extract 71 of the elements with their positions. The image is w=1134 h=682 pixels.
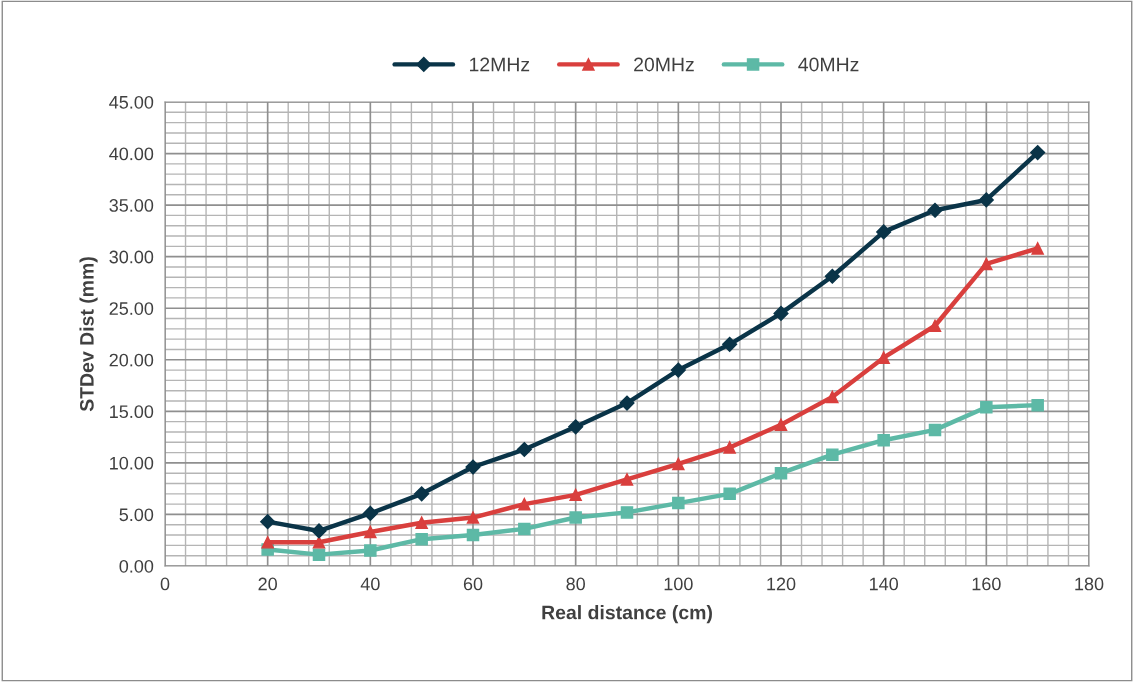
point	[773, 305, 789, 321]
point	[569, 488, 582, 502]
point	[824, 268, 840, 284]
y-tick-label: 20.00	[109, 353, 154, 367]
x-tick-label: 0	[160, 577, 170, 591]
point	[928, 319, 942, 333]
y-tick-label: 30.00	[109, 250, 154, 264]
point	[620, 473, 634, 486]
point	[312, 548, 326, 561]
y-tick-label: 5.00	[119, 508, 154, 522]
point	[465, 459, 481, 475]
y-tick-label: 40.00	[109, 147, 154, 161]
point	[362, 505, 378, 521]
y-axis-title: STDev Dist (mm)	[79, 257, 98, 412]
x-tick-label: 140	[869, 577, 899, 591]
legend-label: 20MHz	[634, 57, 694, 72]
x-tick-label: 40	[360, 577, 380, 591]
y-tick-label: 35.00	[109, 199, 154, 212]
point	[826, 448, 839, 461]
point	[826, 390, 839, 404]
x-tick-label: 120	[767, 577, 796, 591]
point	[980, 257, 993, 271]
x-tick-label: 100	[664, 577, 693, 591]
point	[415, 532, 428, 546]
point	[774, 418, 788, 431]
point	[364, 525, 377, 539]
point	[415, 516, 428, 529]
point	[518, 522, 531, 536]
point	[516, 441, 532, 458]
point	[978, 192, 994, 208]
x-axis-title: Real distance (cm)	[542, 605, 712, 624]
point	[1031, 398, 1044, 412]
point	[774, 466, 788, 480]
point	[723, 441, 736, 454]
x-tick-label: 20	[258, 577, 277, 591]
x-tick-label: 60	[463, 577, 483, 591]
point	[619, 395, 635, 411]
point	[1030, 144, 1046, 161]
point	[569, 511, 582, 524]
y-tick-label: 10.00	[110, 456, 154, 470]
point	[876, 224, 892, 240]
y-tick-label: 0.00	[119, 559, 154, 573]
point	[414, 486, 430, 502]
y-tick-label: 15.00	[110, 405, 154, 419]
point	[1031, 242, 1044, 255]
point	[877, 433, 890, 447]
point	[928, 423, 942, 437]
point	[312, 536, 326, 549]
legend-label: 12MHz	[469, 57, 530, 72]
x-tick-label: 180	[1075, 577, 1104, 591]
point	[672, 496, 685, 510]
point	[364, 544, 377, 557]
x-tick-label: 160	[972, 577, 1001, 591]
point	[927, 202, 943, 218]
y-tick-label: 45.00	[109, 95, 154, 109]
point	[311, 523, 327, 539]
y-tick-label: 25.00	[109, 302, 154, 315]
point	[466, 528, 480, 542]
x-tick-label: 80	[566, 577, 585, 591]
point	[518, 497, 531, 511]
point	[672, 457, 685, 471]
legend-label: 40MHz	[798, 57, 859, 72]
point	[620, 506, 634, 519]
point	[261, 536, 274, 549]
point	[466, 511, 480, 524]
point	[723, 487, 736, 501]
point	[568, 419, 584, 435]
point	[670, 362, 686, 378]
point	[260, 514, 276, 530]
point	[722, 336, 738, 352]
point	[980, 400, 993, 414]
